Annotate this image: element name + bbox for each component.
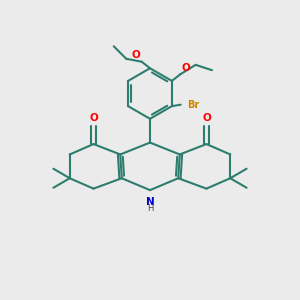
Text: O: O	[202, 113, 211, 123]
Text: O: O	[89, 113, 98, 123]
Text: O: O	[131, 50, 140, 60]
Text: N: N	[146, 197, 154, 207]
Text: O: O	[182, 63, 190, 73]
Text: H: H	[147, 204, 153, 213]
Text: Br: Br	[187, 100, 199, 110]
